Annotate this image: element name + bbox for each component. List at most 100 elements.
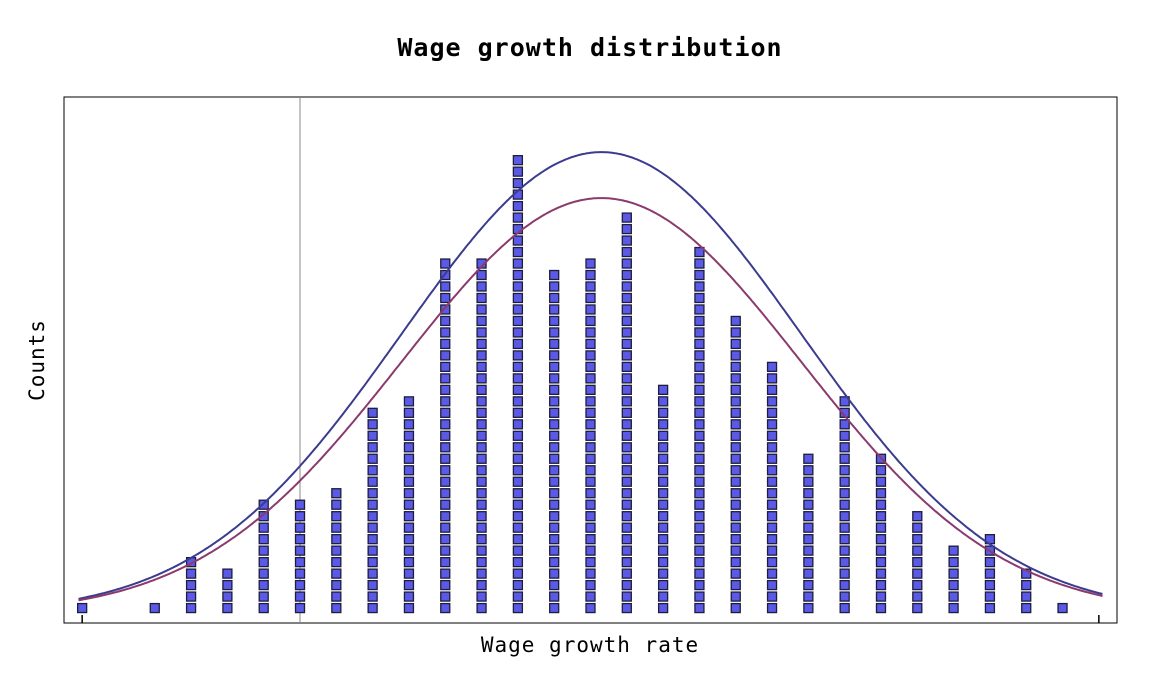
bar-marker xyxy=(694,350,705,361)
bar xyxy=(766,361,778,614)
bar-marker xyxy=(585,534,596,545)
bar-marker xyxy=(512,258,524,269)
bar-marker xyxy=(440,396,451,407)
bar-marker xyxy=(512,499,524,510)
bar-marker xyxy=(730,384,741,396)
bar-marker xyxy=(440,315,451,327)
bar-marker xyxy=(512,155,524,166)
bar-marker xyxy=(730,556,741,568)
bar-marker xyxy=(367,602,378,614)
bar xyxy=(331,488,342,614)
bar-marker xyxy=(367,453,378,464)
bar-marker xyxy=(403,591,415,602)
bar xyxy=(839,396,850,614)
bar-marker xyxy=(839,442,850,453)
bar-marker xyxy=(803,556,814,568)
bar-marker xyxy=(549,591,560,602)
bar-marker xyxy=(294,499,306,510)
bar-marker xyxy=(657,384,669,396)
bar-marker xyxy=(766,384,778,396)
bar-marker xyxy=(694,579,705,591)
bar-marker xyxy=(694,304,705,315)
bar-marker xyxy=(621,269,632,281)
bar-marker xyxy=(803,465,814,476)
bar-marker xyxy=(875,591,887,602)
bar-marker xyxy=(440,602,451,614)
bar-marker xyxy=(403,430,415,441)
bar-marker xyxy=(984,579,996,591)
bar-marker xyxy=(440,545,451,556)
bar-marker xyxy=(766,476,778,487)
bar-marker xyxy=(476,373,487,384)
bar-marker xyxy=(766,488,778,499)
bar-marker xyxy=(222,602,233,614)
bar-marker xyxy=(512,269,524,281)
bar-marker xyxy=(258,522,269,533)
bar-marker xyxy=(512,579,524,591)
bar-marker xyxy=(549,304,560,315)
bar-marker xyxy=(367,419,378,430)
bar-marker xyxy=(403,407,415,418)
bar-marker xyxy=(657,556,669,568)
x-axis-label: Wage growth rate xyxy=(481,633,699,657)
bar-marker xyxy=(621,396,632,407)
bar-marker xyxy=(476,442,487,453)
bar-marker xyxy=(585,419,596,430)
bar-marker xyxy=(839,465,850,476)
bar-marker xyxy=(694,258,705,269)
bar-marker xyxy=(367,430,378,441)
bar-marker xyxy=(512,568,524,579)
bar-marker xyxy=(512,396,524,407)
bar-marker xyxy=(549,338,560,350)
bar-marker xyxy=(621,556,632,568)
bar-marker xyxy=(331,488,342,499)
bar-marker xyxy=(585,453,596,464)
bar-marker xyxy=(549,350,560,361)
bar-marker xyxy=(512,511,524,522)
bar-marker xyxy=(258,591,269,602)
bar-marker xyxy=(621,407,632,418)
bar-marker xyxy=(549,568,560,579)
bar-marker xyxy=(730,361,741,373)
bar-marker xyxy=(476,522,487,533)
bar-marker xyxy=(440,442,451,453)
bar-marker xyxy=(585,281,596,292)
bar-marker xyxy=(730,488,741,499)
bar-marker xyxy=(948,602,959,614)
bar-marker xyxy=(258,579,269,591)
bar-marker xyxy=(512,200,524,212)
bar-marker xyxy=(621,430,632,441)
bar-marker xyxy=(549,534,560,545)
bar-marker xyxy=(549,281,560,292)
bar-marker xyxy=(512,453,524,464)
bar-marker xyxy=(657,511,669,522)
bar-marker xyxy=(331,579,342,591)
bar-marker xyxy=(730,545,741,556)
bar-marker xyxy=(730,534,741,545)
bar-marker xyxy=(549,545,560,556)
bar-marker xyxy=(621,534,632,545)
bar-marker xyxy=(440,534,451,545)
bar-marker xyxy=(621,223,632,235)
bar-marker xyxy=(657,442,669,453)
bar-marker xyxy=(912,556,923,568)
bar-marker xyxy=(657,407,669,418)
bar-marker xyxy=(948,556,959,568)
bar-marker xyxy=(875,476,887,487)
bar-marker xyxy=(730,338,741,350)
bar-marker xyxy=(621,361,632,373)
bar-marker xyxy=(331,568,342,579)
bar xyxy=(730,315,741,614)
bar-marker xyxy=(694,522,705,533)
bar-marker xyxy=(331,556,342,568)
bar-marker xyxy=(585,430,596,441)
bar-marker xyxy=(912,591,923,602)
bar xyxy=(440,258,451,614)
bar-marker xyxy=(694,292,705,304)
bar-marker xyxy=(585,499,596,510)
bar-marker xyxy=(803,602,814,614)
bar-marker xyxy=(730,591,741,602)
bar-marker xyxy=(621,384,632,396)
bar-marker xyxy=(403,453,415,464)
bar xyxy=(875,453,887,614)
